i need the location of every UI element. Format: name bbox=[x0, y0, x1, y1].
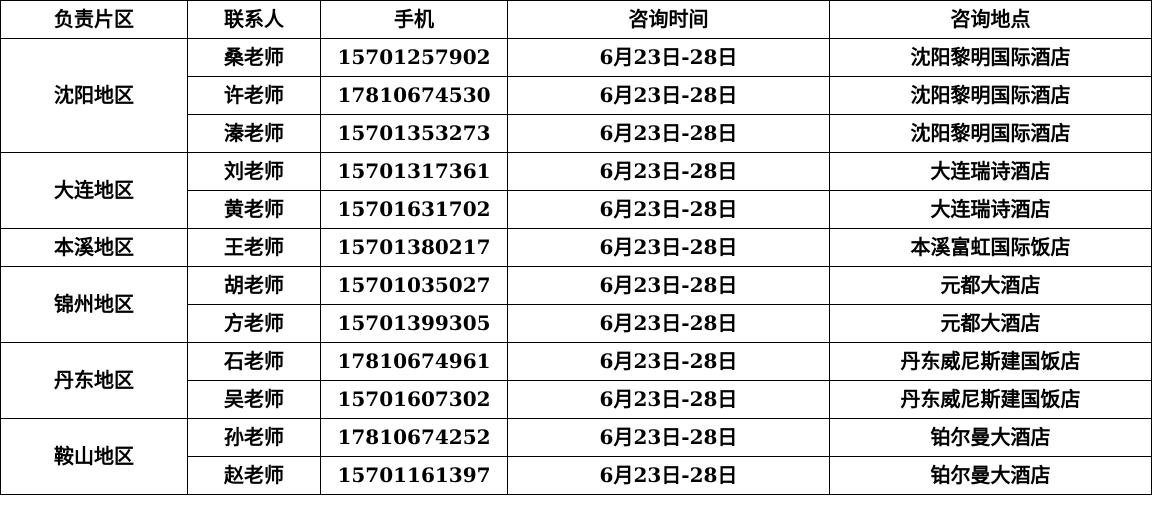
table-row: 吴老师 15701607302 6月23日-28日 丹东威尼斯建国饭店 bbox=[1, 380, 1152, 419]
header-contact: 联系人 bbox=[187, 0, 321, 39]
table-row: 锦州地区 胡老师 15701035027 6月23日-28日 元都大酒店 bbox=[0, 266, 1152, 343]
phone-cell: 15701399305 bbox=[320, 304, 508, 343]
table-row: 赵老师 15701161397 6月23日-28日 铂尔曼大酒店 bbox=[1, 456, 1152, 495]
contact-cell: 许老师 bbox=[187, 76, 321, 115]
contact-cell: 石老师 bbox=[187, 342, 321, 381]
time-cell: 6月23日-28日 bbox=[507, 114, 830, 153]
place-cell: 丹东威尼斯建国饭店 bbox=[829, 342, 1152, 381]
place-cell: 元都大酒店 bbox=[829, 266, 1152, 305]
phone-cell: 15701035027 bbox=[320, 266, 508, 305]
phone-cell: 15701353273 bbox=[320, 114, 508, 153]
time-cell: 6月23日-28日 bbox=[507, 304, 830, 343]
region-cell: 本溪地区 bbox=[0, 228, 188, 267]
place-cell: 本溪富虹国际饭店 bbox=[829, 228, 1152, 267]
table-row: 本溪地区 王老师 15701380217 6月23日-28日 本溪富虹国际饭店 bbox=[0, 228, 1152, 267]
region-cell: 鞍山地区 bbox=[0, 418, 188, 495]
region-cell: 大连地区 bbox=[0, 152, 188, 229]
time-cell: 6月23日-28日 bbox=[507, 76, 830, 115]
contact-cell: 黄老师 bbox=[187, 190, 321, 229]
region-cell: 锦州地区 bbox=[0, 266, 188, 343]
place-cell: 大连瑞诗酒店 bbox=[829, 152, 1152, 191]
phone-cell: 17810674530 bbox=[320, 76, 508, 115]
place-cell: 沈阳黎明国际酒店 bbox=[829, 38, 1152, 77]
table-row: 鞍山地区 孙老师 17810674252 6月23日-28日 铂尔曼大酒店 bbox=[0, 418, 1152, 495]
contact-cell: 孙老师 bbox=[187, 418, 321, 457]
region-cell: 丹东地区 bbox=[0, 342, 188, 419]
phone-cell: 17810674961 bbox=[320, 342, 508, 381]
table-row: 黄老师 15701631702 6月23日-28日 大连瑞诗酒店 bbox=[1, 190, 1152, 229]
phone-cell: 15701257902 bbox=[320, 38, 508, 77]
phone-cell: 15701317361 bbox=[320, 152, 508, 191]
contact-cell: 桑老师 bbox=[187, 38, 321, 77]
contact-cell: 吴老师 bbox=[187, 380, 321, 419]
table-row: 丹东地区 石老师 17810674961 6月23日-28日 丹东威尼斯建国饭店 bbox=[0, 342, 1152, 419]
phone-cell: 17810674252 bbox=[320, 418, 508, 457]
time-cell: 6月23日-28日 bbox=[507, 190, 830, 229]
place-cell: 铂尔曼大酒店 bbox=[829, 456, 1152, 495]
time-cell: 6月23日-28日 bbox=[507, 266, 830, 305]
table-row: 沈阳地区 桑老师 15701257902 6月23日-28日 沈阳黎明国际酒店 bbox=[0, 38, 1152, 153]
phone-cell: 15701380217 bbox=[320, 228, 508, 267]
place-cell: 铂尔曼大酒店 bbox=[829, 418, 1152, 457]
contact-cell: 刘老师 bbox=[187, 152, 321, 191]
time-cell: 6月23日-28日 bbox=[507, 228, 830, 267]
time-cell: 6月23日-28日 bbox=[507, 38, 830, 77]
time-cell: 6月23日-28日 bbox=[507, 418, 830, 457]
place-cell: 沈阳黎明国际酒店 bbox=[829, 76, 1152, 115]
header-row: 负责片区 联系人 手机 咨询时间 咨询地点 bbox=[0, 0, 1152, 39]
time-cell: 6月23日-28日 bbox=[507, 380, 830, 419]
contact-cell: 胡老师 bbox=[187, 266, 321, 305]
contact-cell: 赵老师 bbox=[187, 456, 321, 495]
time-cell: 6月23日-28日 bbox=[507, 152, 830, 191]
contact-cell: 王老师 bbox=[187, 228, 321, 267]
table-row: 大连地区 刘老师 15701317361 6月23日-28日 大连瑞诗酒店 bbox=[0, 152, 1152, 229]
place-cell: 沈阳黎明国际酒店 bbox=[829, 114, 1152, 153]
header-time: 咨询时间 bbox=[507, 0, 830, 39]
place-cell: 大连瑞诗酒店 bbox=[829, 190, 1152, 229]
place-cell: 丹东威尼斯建国饭店 bbox=[829, 380, 1152, 419]
phone-cell: 15701631702 bbox=[320, 190, 508, 229]
header-phone: 手机 bbox=[320, 0, 508, 39]
header-region: 负责片区 bbox=[0, 0, 188, 39]
region-cell: 沈阳地区 bbox=[0, 38, 188, 153]
place-cell: 元都大酒店 bbox=[829, 304, 1152, 343]
header-place: 咨询地点 bbox=[829, 0, 1152, 39]
contact-cell: 溱老师 bbox=[187, 114, 321, 153]
time-cell: 6月23日-28日 bbox=[507, 456, 830, 495]
phone-cell: 15701607302 bbox=[320, 380, 508, 419]
contact-cell: 方老师 bbox=[187, 304, 321, 343]
contact-table: 负责片区 联系人 手机 咨询时间 咨询地点 沈阳地区 桑老师 15701257902… bbox=[0, 0, 1152, 495]
table-row: 方老师 15701399305 6月23日-28日 元都大酒店 bbox=[1, 304, 1152, 343]
time-cell: 6月23日-28日 bbox=[507, 342, 830, 381]
phone-cell: 15701161397 bbox=[320, 456, 508, 495]
